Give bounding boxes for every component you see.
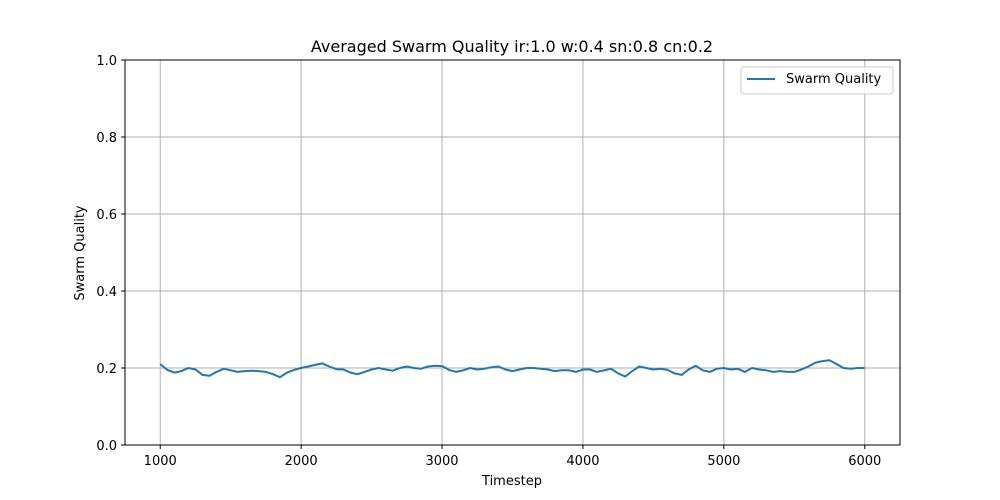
x-tick-label: 3000 [425, 454, 458, 469]
series-line-swarm-quality [159, 359, 865, 379]
x-tick-label: 2000 [285, 454, 318, 469]
y-tick-label: 0.6 [96, 208, 117, 223]
y-tick-label: 0.8 [96, 131, 117, 146]
legend-label: Swarm Quality [786, 72, 882, 87]
y-axis-label: Swarm Quality [73, 205, 88, 301]
legend: Swarm Quality [740, 66, 894, 95]
legend-box [740, 66, 894, 95]
x-axis-label: Timestep [481, 474, 542, 489]
x-tick-label: 1000 [144, 454, 177, 469]
plot-area-frame [124, 59, 901, 446]
y-tick-label: 0.0 [96, 439, 117, 454]
chart-title: Averaged Swarm Quality ir:1.0 w:0.4 sn:0… [311, 37, 713, 56]
axis-ticks: 1000 2000 3000 4000 5000 6000 0.0 0.2 0.4 0.6 0.8 1… [96, 54, 881, 469]
x-tick-label: 5000 [707, 454, 740, 469]
series-layer [159, 359, 865, 379]
y-tick-label: 0.2 [96, 362, 117, 377]
y-tick-label: 1.0 [96, 54, 117, 69]
x-tick-label: 4000 [566, 454, 599, 469]
x-tick-label: 6000 [848, 454, 881, 469]
y-tick-label: 0.4 [96, 285, 117, 300]
